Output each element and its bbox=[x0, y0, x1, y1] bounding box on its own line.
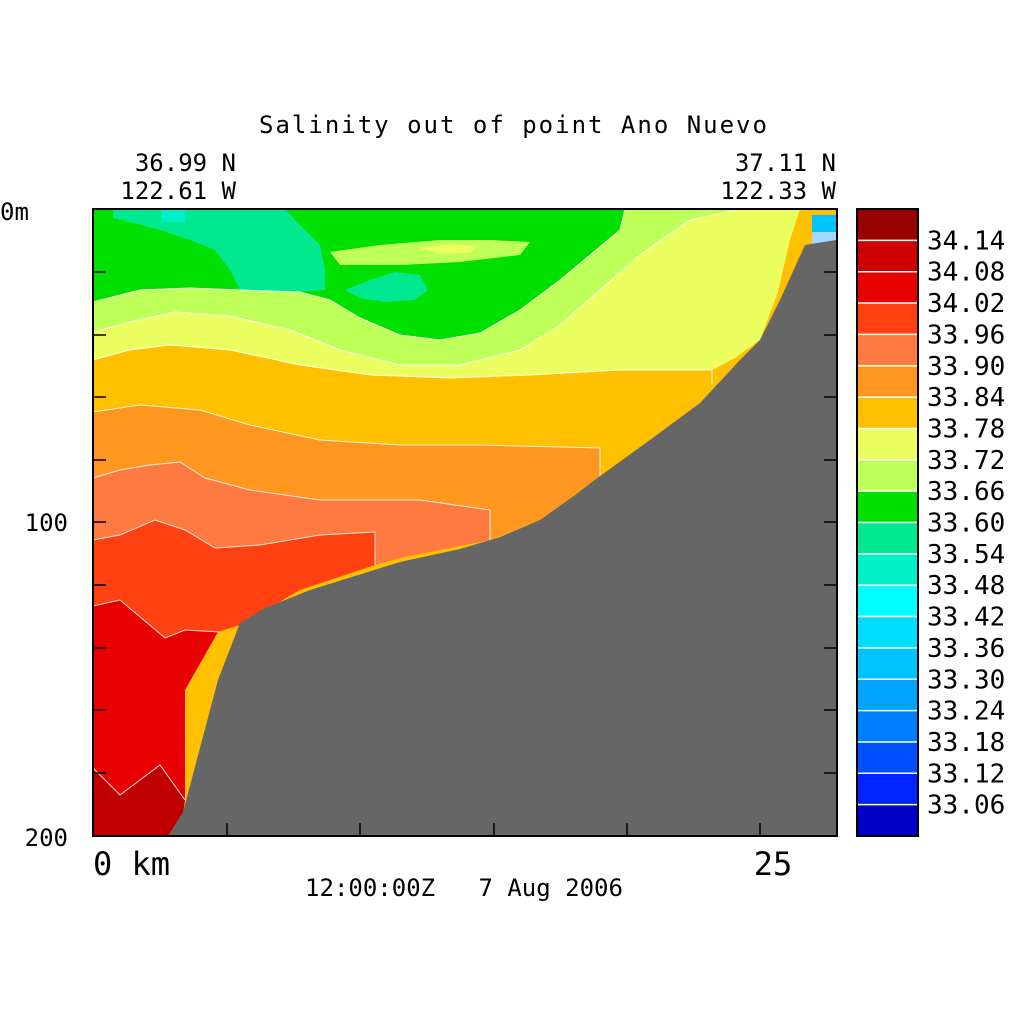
contour-band-34.14 bbox=[93, 765, 185, 836]
colorbar-swatch bbox=[857, 741, 918, 774]
y-tick-label-0: 0m bbox=[0, 198, 29, 226]
colorbar-swatch bbox=[857, 616, 918, 649]
contour-band-33.84 bbox=[93, 405, 600, 540]
end-latitude: 37.11 N bbox=[735, 149, 836, 177]
x-tick-label-25: 25 bbox=[754, 845, 793, 883]
contour-band-33.54 bbox=[113, 209, 325, 292]
colorbar-swatch bbox=[857, 804, 918, 837]
start-latitude: 36.99 N bbox=[135, 149, 236, 177]
colorbar bbox=[857, 209, 918, 837]
colorbar-label: 33.72 bbox=[927, 446, 1005, 476]
colorbar-swatch bbox=[857, 647, 918, 680]
timestamp: 12:00:00Z 7 Aug 2006 bbox=[305, 874, 623, 902]
contour-band-33.90 bbox=[93, 462, 490, 565]
contour-band-33.96 bbox=[93, 520, 375, 638]
colorbar-label: 33.78 bbox=[927, 414, 1005, 444]
end-longitude: 122.33 W bbox=[720, 177, 836, 205]
colorbar-label: 33.18 bbox=[927, 728, 1005, 758]
colorbar-label: 33.84 bbox=[927, 383, 1005, 413]
colorbar-label: 34.08 bbox=[927, 258, 1005, 288]
colorbar-frame bbox=[856, 208, 919, 837]
colorbar-label: 33.30 bbox=[927, 665, 1005, 695]
colorbar-label: 33.54 bbox=[927, 540, 1005, 570]
contour-band-33.66 bbox=[93, 209, 740, 365]
contour-lines bbox=[92, 208, 741, 801]
contour-band-33.78 bbox=[93, 345, 712, 448]
contour-band-33.72-inner bbox=[420, 244, 478, 254]
contour-band-33.48 bbox=[162, 209, 185, 222]
colorbar-label: 33.96 bbox=[927, 320, 1005, 350]
y-ticks bbox=[93, 271, 837, 774]
colorbar-label: 33.06 bbox=[927, 791, 1005, 821]
colorbar-swatch bbox=[857, 710, 918, 743]
colorbar-swatch bbox=[857, 459, 918, 492]
colorbar-swatch bbox=[857, 522, 918, 555]
colorbar-swatch bbox=[857, 491, 918, 523]
chart-title: Salinity out of point Ano Nuevo bbox=[259, 111, 769, 139]
colorbar-label: 34.14 bbox=[927, 226, 1005, 256]
colorbar-swatch bbox=[857, 679, 918, 712]
colorbar-label: 33.42 bbox=[927, 603, 1005, 633]
colorbar-label: 33.36 bbox=[927, 634, 1005, 664]
colorbar-label: 33.12 bbox=[927, 759, 1005, 789]
colorbar-swatch bbox=[857, 428, 918, 461]
colorbar-swatch bbox=[857, 271, 918, 304]
x-ticks bbox=[226, 823, 761, 836]
y-tick-label-200: 200 bbox=[25, 824, 68, 852]
contour-band-33.54-pool bbox=[345, 272, 428, 302]
colorbar-label: 33.66 bbox=[927, 477, 1005, 507]
colorbar-swatch bbox=[857, 334, 918, 367]
x-tick-label-0: 0 km bbox=[93, 845, 170, 883]
colorbar-swatch bbox=[857, 365, 918, 398]
contour-band-33.72 bbox=[93, 209, 812, 378]
colorbar-label: 33.24 bbox=[927, 697, 1005, 727]
bathymetry bbox=[168, 240, 836, 836]
y-tick-label-100: 100 bbox=[25, 509, 68, 537]
colorbar-label: 33.48 bbox=[927, 571, 1005, 601]
colorbar-label: 33.60 bbox=[927, 509, 1005, 539]
colorbar-swatch bbox=[857, 209, 918, 241]
colorbar-label: 34.02 bbox=[927, 289, 1005, 319]
colorbar-label: 33.90 bbox=[927, 352, 1005, 382]
contour-band-33.66-inner bbox=[330, 240, 530, 265]
colorbar-swatch bbox=[857, 585, 918, 618]
colorbar-swatch bbox=[857, 397, 918, 429]
colorbar-swatch bbox=[857, 773, 918, 806]
colorbar-swatch bbox=[857, 240, 918, 273]
contour-band-34.02 bbox=[93, 590, 240, 800]
colorbar-labels: 34.1434.0834.0233.9633.9033.8433.7833.72… bbox=[927, 226, 1005, 820]
start-longitude: 122.61 W bbox=[120, 177, 236, 205]
contour-field bbox=[93, 209, 837, 836]
colorbar-swatch bbox=[857, 303, 918, 335]
colorbar-swatch bbox=[857, 553, 918, 586]
